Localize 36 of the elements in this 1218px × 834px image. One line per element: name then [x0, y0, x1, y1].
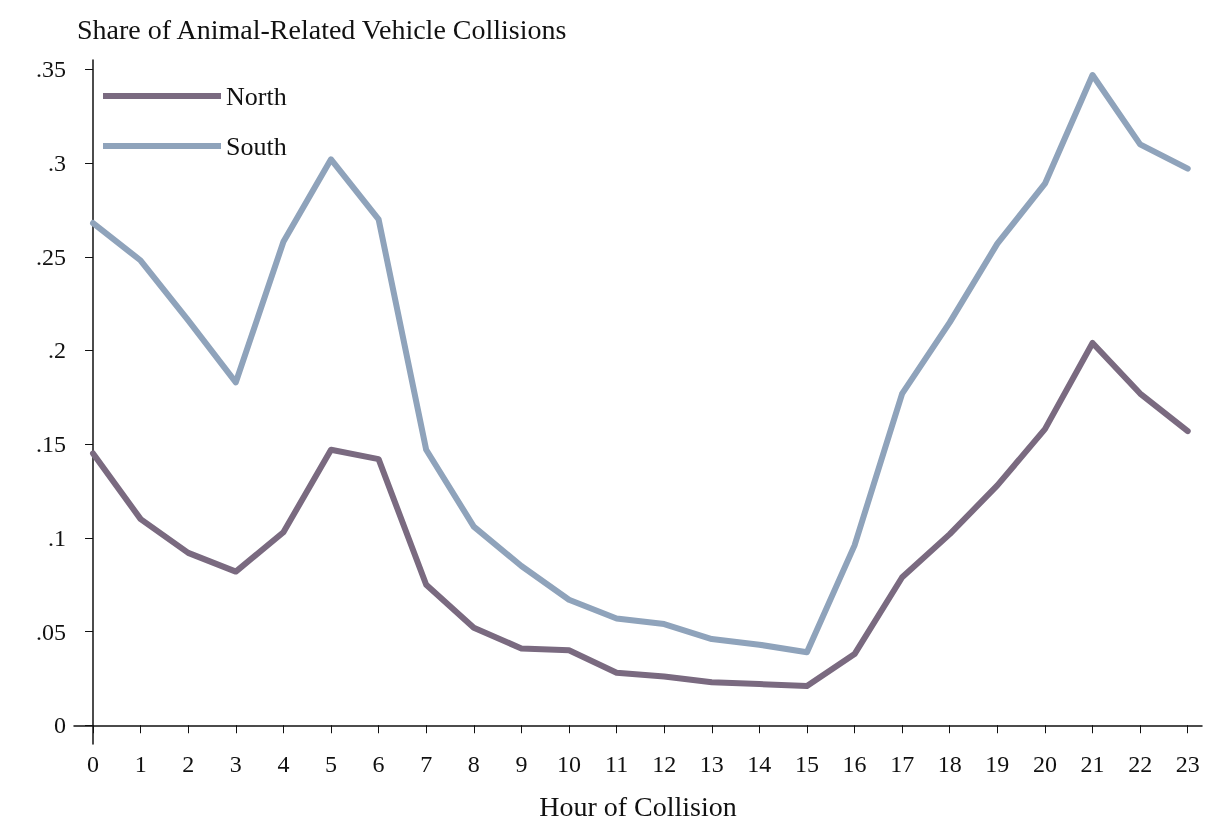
y-tick-label: .25: [36, 243, 66, 270]
x-tick-label: 1: [134, 751, 147, 777]
legend-label: South: [226, 131, 287, 161]
x-tick-label: 18: [937, 751, 962, 777]
x-tick-label: 9: [515, 751, 528, 777]
y-tick-label: 0: [54, 712, 66, 739]
y-tick-label: .1: [48, 524, 66, 551]
x-tick-label: 15: [794, 751, 819, 777]
x-tick-label: 23: [1175, 751, 1200, 777]
y-tick-label: .3: [48, 150, 66, 177]
x-tick-label: 21: [1080, 751, 1105, 777]
y-tick-label: .35: [36, 56, 66, 83]
x-tick-label: 10: [556, 751, 581, 777]
chart-title: Share of Animal-Related Vehicle Collisions: [77, 13, 567, 45]
x-tick-label: 16: [842, 751, 867, 777]
x-tick-label: 22: [1128, 751, 1153, 777]
x-tick-label: 12: [652, 751, 677, 777]
x-tick-label: 20: [1032, 751, 1057, 777]
x-tick-label: 5: [325, 751, 338, 777]
x-tick-label: 19: [985, 751, 1010, 777]
legend-label: North: [226, 81, 287, 111]
x-tick-label: 4: [277, 751, 290, 777]
x-tick-label: 3: [229, 751, 242, 777]
x-tick-label: 17: [890, 751, 915, 777]
x-tick-label: 11: [605, 751, 629, 777]
x-tick-label: 14: [747, 751, 772, 777]
y-tick-label: .15: [36, 431, 66, 458]
x-tick-label: 7: [420, 751, 433, 777]
x-tick-label: 2: [182, 751, 195, 777]
x-axis-title: Hour of Collision: [539, 790, 737, 822]
x-tick-label: 8: [467, 751, 480, 777]
y-tick-label: .05: [36, 618, 66, 645]
y-tick-label: .2: [48, 337, 66, 364]
x-tick-label: 0: [87, 751, 100, 777]
x-tick-label: 6: [372, 751, 385, 777]
x-tick-label: 13: [699, 751, 724, 777]
